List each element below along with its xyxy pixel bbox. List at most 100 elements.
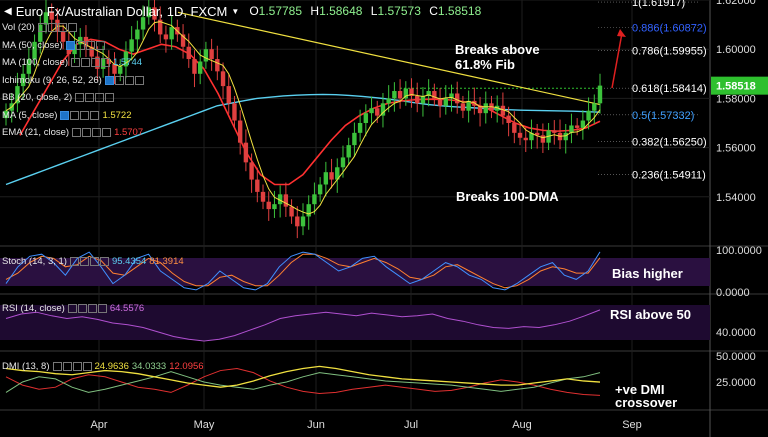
chevron-left-icon[interactable]: ◀ (4, 5, 12, 17)
candle-body (580, 120, 586, 128)
candle-body (352, 132, 357, 146)
fib-level-label: 0.618(1.58414) (632, 83, 707, 95)
overlay-buttons[interactable] (72, 128, 112, 137)
ma100-line (5, 93, 601, 186)
candle-body (409, 88, 414, 96)
annotation-stoch: Bias higher (612, 266, 683, 281)
candle-body (140, 17, 146, 30)
overlay-legend-row[interactable]: Vol (20) (2, 22, 77, 33)
candle-body (426, 91, 431, 96)
fib-level-label: 0.236(1.54911) (632, 169, 706, 181)
price-tick-label: 1.60000 (716, 44, 756, 56)
candle-body (146, 7, 151, 18)
candle-body (380, 103, 386, 116)
rsi-line (5, 309, 601, 342)
dropdown-icon[interactable]: ▼ (231, 6, 240, 16)
candle-body (392, 91, 397, 99)
stoch-band (0, 258, 710, 286)
candle-body (295, 216, 300, 227)
candle-body (197, 61, 203, 74)
candle-body (534, 132, 540, 136)
time-axis: Apr May Jun Jul Aug Sep (90, 419, 641, 431)
candle-body (95, 56, 100, 69)
overlay-label: MA (5, close) (2, 109, 58, 121)
overlay-buttons[interactable] (60, 110, 100, 120)
candle-body (300, 216, 306, 227)
fib-level-label: 0.382(1.56250) (632, 136, 707, 148)
price-pane: 1(1.61917) 0.886(1.60872) 0.786(1.59955) 0.… (3, 0, 707, 239)
candle-body (512, 123, 517, 133)
candle-body (118, 66, 123, 74)
target-arrow-shaft (611, 32, 623, 89)
candle-body (43, 12, 49, 25)
symbol-title[interactable]: Euro Fx/Australian Dollar, 1D, FXCM (15, 3, 228, 19)
time-tick-label: Jul (404, 419, 418, 431)
candle-body (186, 46, 191, 60)
overlay-legend-row[interactable]: MA (100, close) 1.5744 (2, 57, 142, 68)
overlay-buttons[interactable] (71, 58, 110, 67)
candle-body (574, 125, 580, 128)
overlay-legend-row[interactable]: MA (5, close) 1.5722 (2, 110, 132, 121)
overlay-legend-row[interactable]: BB (20, close, 2) (2, 92, 115, 103)
candle-body (215, 59, 220, 72)
annotation-dmi: +ve DMI crossover (615, 382, 678, 410)
overlay-label: BB (20, close, 2) (2, 92, 73, 103)
candle-body (38, 24, 43, 42)
candle-body (306, 204, 311, 217)
candle-body (477, 105, 483, 114)
candle-body (432, 91, 437, 99)
candle-body (135, 29, 140, 40)
price-tick-label: 1.58000 (716, 93, 756, 105)
trendline (177, 11, 601, 106)
candle-body (483, 103, 488, 114)
candle-body (277, 194, 283, 205)
candle-body (232, 103, 237, 121)
candle-body (192, 59, 197, 74)
overlay-buttons[interactable] (75, 93, 115, 102)
overlay-buttons[interactable] (37, 23, 77, 32)
candle-body (272, 204, 277, 210)
overlay-legend-row[interactable]: Ichimoku (9, 26, 52, 26) (2, 75, 144, 86)
fib-level-label: 1(1.61917) (632, 0, 685, 9)
candle-body (226, 86, 231, 104)
overlay-buttons[interactable] (65, 40, 105, 50)
annotation-dma-break: Breaks 100-DMA (456, 189, 559, 204)
candle-body (466, 100, 471, 111)
candle-body (363, 113, 369, 123)
overlay-buttons[interactable] (104, 75, 144, 85)
candle-body (397, 91, 403, 99)
chart-header: ◀ Euro Fx/Australian Dollar, 1D, FXCM ▼ … (4, 2, 481, 20)
overlay-label: EMA (21, close) (2, 127, 70, 138)
overlay-label: MA (100, close) (2, 57, 68, 68)
candle-body (375, 108, 380, 116)
stoch-k-line (5, 251, 601, 291)
overlay-legend-row[interactable]: EMA (21, close) 1.5707 (2, 127, 143, 138)
candle-body (220, 71, 226, 87)
candle-body (569, 125, 574, 133)
overlay-value: 1.5744 (113, 57, 143, 68)
candle-body (289, 206, 294, 217)
stoch-tick-label: 0.0000 (716, 287, 750, 299)
candle-body (506, 115, 511, 123)
candle-body (346, 145, 351, 158)
dmi-legend: DMI (13, 8) 24.9636 34.0333 12.0956 (2, 361, 204, 372)
candle-body (158, 19, 163, 35)
candle-body (60, 31, 66, 42)
overlay-legend-row[interactable]: MA (50, close) (2, 40, 105, 51)
ohlc-readout: O1.57785 H1.58648 L1.57573 C1.58518 (249, 4, 482, 18)
candle-body (437, 98, 443, 106)
time-tick-label: Jun (307, 419, 325, 431)
candle-body (386, 98, 391, 104)
dmi-adx-line (5, 365, 601, 388)
rsi-band (0, 305, 710, 340)
candle-body (203, 49, 209, 62)
candle-body (369, 108, 374, 114)
candle-body (15, 86, 20, 104)
candle-body (340, 157, 346, 168)
last-price-label: 1.58518 (716, 81, 756, 93)
dmi-minus-line (5, 367, 601, 396)
candle-body (163, 34, 169, 40)
candle-body (323, 172, 329, 185)
candle-body (357, 123, 363, 133)
